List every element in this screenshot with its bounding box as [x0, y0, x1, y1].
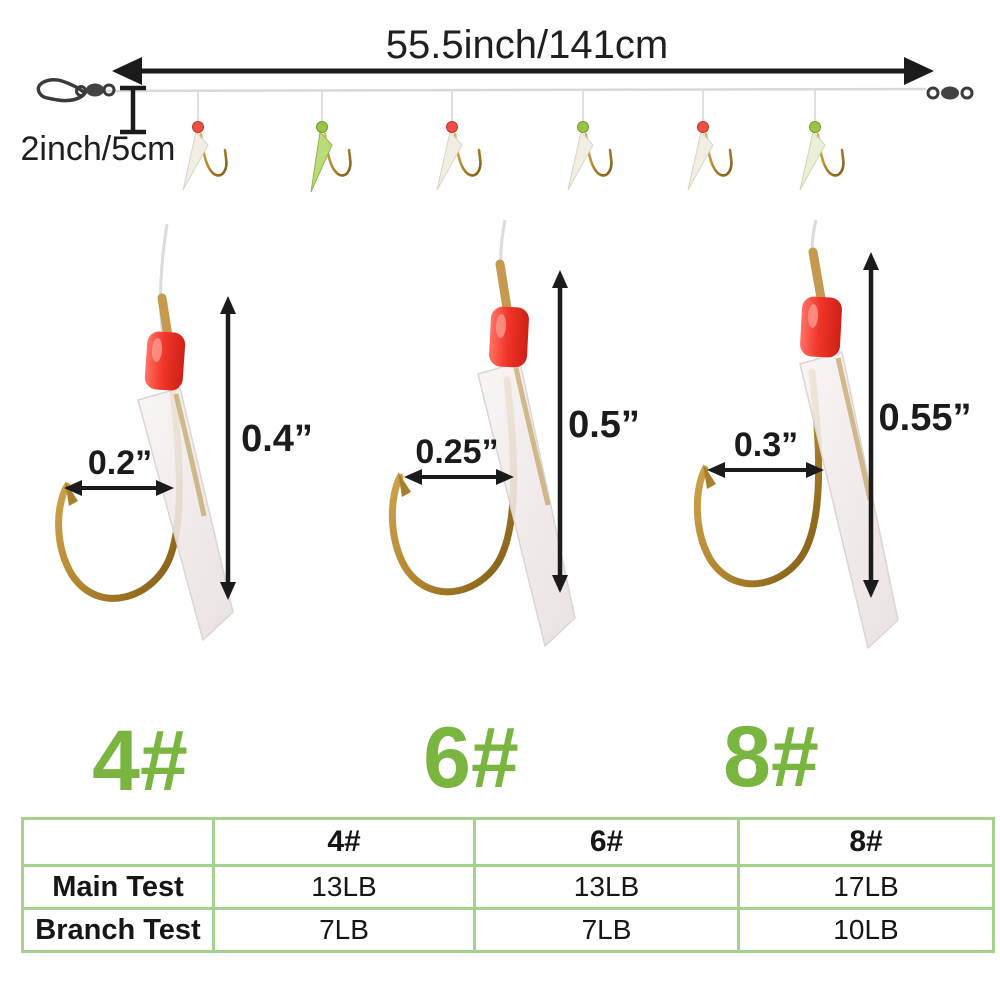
- length-arrow-left-head: [112, 57, 142, 85]
- hook4-gape-measure: 0.2”: [64, 444, 174, 496]
- branch-test-6: 7LB: [473, 907, 740, 953]
- main-line: [81, 87, 927, 93]
- spec-table-header-6: 6#: [473, 817, 740, 867]
- size-label-8: 8#: [723, 709, 819, 805]
- hook8-shank-top: [808, 247, 826, 303]
- hook4-red-tube: [144, 331, 186, 391]
- spec-table-header-row: 4# 6# 8#: [21, 817, 995, 867]
- branch-length-label: 2inch/5cm: [21, 130, 176, 168]
- main-test-8: 17LB: [737, 864, 995, 910]
- small-hook-2: [310, 90, 352, 193]
- length-arrow-right-head: [904, 57, 934, 85]
- hook4-shank-top: [157, 293, 173, 341]
- hook6-gape-label: 0.25”: [415, 433, 498, 471]
- spec-table-header-8: 8#: [737, 817, 995, 867]
- hook6-mono-line: [499, 219, 507, 265]
- size-label-6: 6#: [423, 710, 519, 806]
- branch-test-8: 10LB: [737, 907, 995, 953]
- hook8-shank-label: 0.55”: [879, 397, 972, 439]
- hook8-wire: [693, 368, 823, 588]
- spec-table: 4# 6# 8# Main Test 13LB 13LB 17LB Branch…: [21, 817, 995, 953]
- spec-table-header-empty: [21, 817, 215, 867]
- hook6-shank-top: [495, 259, 512, 313]
- hook4-shank-label: 0.4”: [241, 418, 313, 460]
- branch-length-measure: 2inch/5cm: [21, 85, 176, 168]
- right-swivel: [926, 86, 974, 100]
- hook-figure-6: 0.25” 0.5”: [388, 219, 640, 647]
- spec-table-header-4: 4#: [212, 817, 476, 867]
- hook4-gape-label: 0.2”: [88, 444, 152, 482]
- main-test-4: 13LB: [212, 864, 476, 910]
- hook8-shank-measure: 0.55”: [863, 252, 971, 598]
- hook8-barb: [703, 464, 716, 489]
- hook-figure-4: 0.2” 0.4”: [55, 223, 313, 641]
- hook-figure-8: 0.3” 0.55”: [693, 219, 971, 649]
- hook8-mono-line: [810, 219, 818, 253]
- total-length-measure: 55.5inch/141cm: [112, 23, 934, 85]
- small-hook-3: [436, 90, 482, 191]
- hook6-red-tube: [489, 306, 529, 368]
- small-hook-5: [687, 90, 733, 191]
- size-label-4: 4#: [92, 713, 188, 809]
- hook6-gape-measure: 0.25”: [404, 433, 514, 485]
- main-test-label: Main Test: [21, 864, 215, 910]
- hook6-barb: [398, 472, 411, 497]
- spec-table-row-main-test: Main Test 13LB 13LB 17LB: [21, 864, 995, 910]
- hook8-gape-measure: 0.3”: [707, 426, 824, 478]
- small-hook-4: [567, 90, 613, 191]
- hook8-red-tube: [800, 296, 842, 358]
- total-length-label: 55.5inch/141cm: [386, 23, 668, 67]
- branch-test-4: 7LB: [212, 907, 476, 953]
- branch-test-label: Branch Test: [21, 907, 215, 953]
- small-hook-1: [182, 90, 228, 191]
- small-hook-6: [799, 90, 845, 191]
- hook8-gape-label: 0.3”: [734, 426, 798, 464]
- hook4-skin: [137, 387, 234, 641]
- main-test-6: 13LB: [473, 864, 740, 910]
- hook6-shank-measure: 0.5”: [552, 270, 640, 593]
- hook6-shank-label: 0.5”: [568, 404, 640, 446]
- spec-table-row-branch-test: Branch Test 7LB 7LB 10LB: [21, 907, 995, 953]
- left-swivel: [36, 78, 116, 103]
- hook4-shank-measure: 0.4”: [220, 296, 313, 600]
